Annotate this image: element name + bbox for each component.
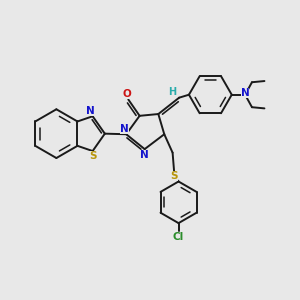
Text: N: N — [120, 124, 129, 134]
Text: N: N — [241, 88, 250, 98]
Text: H: H — [169, 87, 177, 97]
Text: O: O — [122, 88, 131, 98]
Text: N: N — [86, 106, 94, 116]
Text: S: S — [170, 172, 178, 182]
Text: S: S — [89, 152, 96, 161]
Text: Cl: Cl — [173, 232, 184, 242]
Text: N: N — [140, 150, 149, 160]
